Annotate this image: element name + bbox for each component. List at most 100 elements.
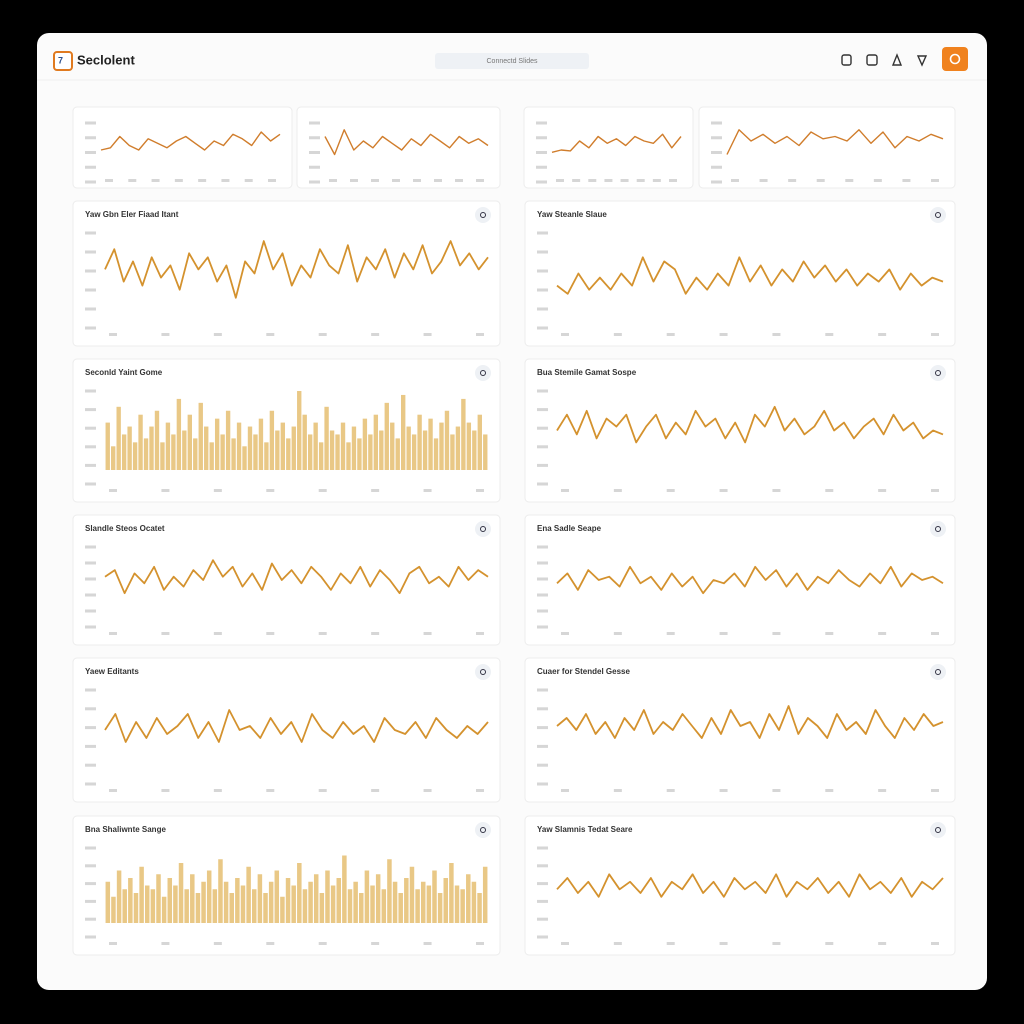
chart-menu-icon bbox=[935, 827, 941, 833]
axis-label-placeholder bbox=[371, 333, 380, 336]
bar bbox=[274, 870, 280, 923]
axis-label-placeholder bbox=[85, 269, 96, 273]
axis-label-placeholder bbox=[413, 179, 421, 182]
axis-label-placeholder bbox=[85, 307, 96, 311]
chart-menu-button[interactable] bbox=[475, 521, 491, 537]
axis-label-placeholder bbox=[537, 561, 548, 565]
chart-title: Bua Stemile Gamat Sospe bbox=[537, 368, 637, 377]
axis-label-placeholder bbox=[151, 179, 160, 182]
chart-card bbox=[72, 200, 501, 347]
axis-label-placeholder bbox=[85, 231, 96, 235]
axis-label-placeholder bbox=[85, 625, 96, 629]
logo[interactable] bbox=[53, 51, 73, 71]
axis-label-placeholder bbox=[537, 593, 548, 597]
axis-label-placeholder bbox=[666, 489, 675, 492]
bar bbox=[455, 426, 461, 470]
axis-label-placeholder bbox=[392, 179, 400, 182]
search-box[interactable] bbox=[435, 53, 589, 69]
axis-label-placeholder bbox=[109, 333, 117, 336]
bar bbox=[297, 391, 302, 470]
axis-label-placeholder bbox=[85, 426, 96, 430]
axis-label-placeholder bbox=[711, 151, 722, 154]
axis-label-placeholder bbox=[423, 942, 432, 945]
chart-menu-button[interactable] bbox=[930, 664, 946, 680]
chart-menu-button[interactable] bbox=[475, 822, 491, 838]
bar bbox=[422, 430, 428, 470]
axis-label-placeholder bbox=[878, 333, 887, 336]
axis-label-placeholder bbox=[109, 789, 117, 792]
axis-label-placeholder bbox=[561, 632, 569, 635]
axis-label-placeholder bbox=[213, 489, 222, 492]
axis-label-placeholder bbox=[537, 899, 548, 903]
axis-label-placeholder bbox=[613, 789, 622, 792]
bar bbox=[198, 402, 203, 470]
bar bbox=[454, 885, 460, 923]
chart-menu-button[interactable] bbox=[930, 207, 946, 223]
bar bbox=[204, 426, 209, 470]
axis-label-placeholder bbox=[244, 179, 253, 182]
bar bbox=[111, 446, 116, 470]
chart-menu-icon bbox=[480, 669, 486, 675]
chart-menu-icon bbox=[935, 669, 941, 675]
axis-label-placeholder bbox=[719, 632, 728, 635]
axis-label-placeholder bbox=[537, 250, 548, 254]
axis-label-placeholder bbox=[266, 789, 275, 792]
chart-menu-button[interactable] bbox=[930, 365, 946, 381]
chart-title: Cuaer for Stendel Gesse bbox=[537, 667, 630, 676]
bar bbox=[335, 434, 340, 470]
axis-label-placeholder bbox=[423, 489, 432, 492]
icon-button[interactable] bbox=[916, 55, 928, 67]
axis-label-placeholder bbox=[561, 489, 569, 492]
chart-menu-button[interactable] bbox=[475, 664, 491, 680]
bar bbox=[225, 410, 231, 470]
chart-card bbox=[72, 514, 501, 646]
axis-label-placeholder bbox=[161, 942, 170, 945]
axis-label-placeholder bbox=[556, 179, 564, 182]
chart-card bbox=[72, 106, 293, 189]
axis-label-placeholder bbox=[816, 179, 825, 182]
axis-label-placeholder bbox=[213, 789, 222, 792]
axis-label-placeholder bbox=[318, 942, 327, 945]
bar bbox=[381, 889, 387, 923]
bar bbox=[297, 863, 302, 923]
bar bbox=[165, 422, 171, 470]
axis-label-placeholder bbox=[309, 136, 320, 140]
axis-label-placeholder bbox=[825, 632, 834, 635]
bar bbox=[444, 410, 450, 470]
axis-label-placeholder bbox=[423, 333, 432, 336]
bar bbox=[432, 870, 437, 923]
axis-label-placeholder bbox=[878, 632, 887, 635]
chart-menu-button[interactable] bbox=[930, 521, 946, 537]
axis-label-placeholder bbox=[878, 942, 887, 945]
axis-label-placeholder bbox=[476, 789, 484, 792]
axis-label-placeholder bbox=[85, 545, 96, 549]
bar bbox=[426, 885, 432, 923]
icon-button[interactable] bbox=[866, 54, 878, 66]
bar bbox=[178, 863, 184, 923]
bar bbox=[420, 881, 426, 923]
axis-label-placeholder bbox=[537, 846, 548, 850]
chart-menu-button[interactable] bbox=[475, 207, 491, 223]
bar bbox=[325, 870, 330, 923]
bar bbox=[132, 442, 138, 470]
axis-label-placeholder bbox=[109, 632, 117, 635]
bar bbox=[319, 893, 325, 923]
bar bbox=[229, 893, 234, 923]
icon-button[interactable] bbox=[891, 53, 903, 66]
axis-label-placeholder bbox=[213, 632, 222, 635]
action-button[interactable] bbox=[942, 47, 968, 71]
axis-label-placeholder bbox=[931, 489, 939, 492]
chart-card bbox=[523, 106, 694, 189]
chart-menu-button[interactable] bbox=[930, 822, 946, 838]
chart-menu-button[interactable] bbox=[475, 365, 491, 381]
icon-button[interactable] bbox=[841, 54, 852, 66]
axis-label-placeholder bbox=[85, 151, 96, 154]
bar bbox=[105, 422, 110, 470]
axis-label-placeholder bbox=[537, 688, 548, 692]
bar bbox=[143, 438, 149, 470]
axis-label-placeholder bbox=[772, 942, 781, 945]
bar bbox=[318, 442, 324, 470]
axis-label-placeholder bbox=[329, 179, 337, 182]
axis-label-placeholder bbox=[772, 489, 781, 492]
bar bbox=[176, 398, 182, 470]
